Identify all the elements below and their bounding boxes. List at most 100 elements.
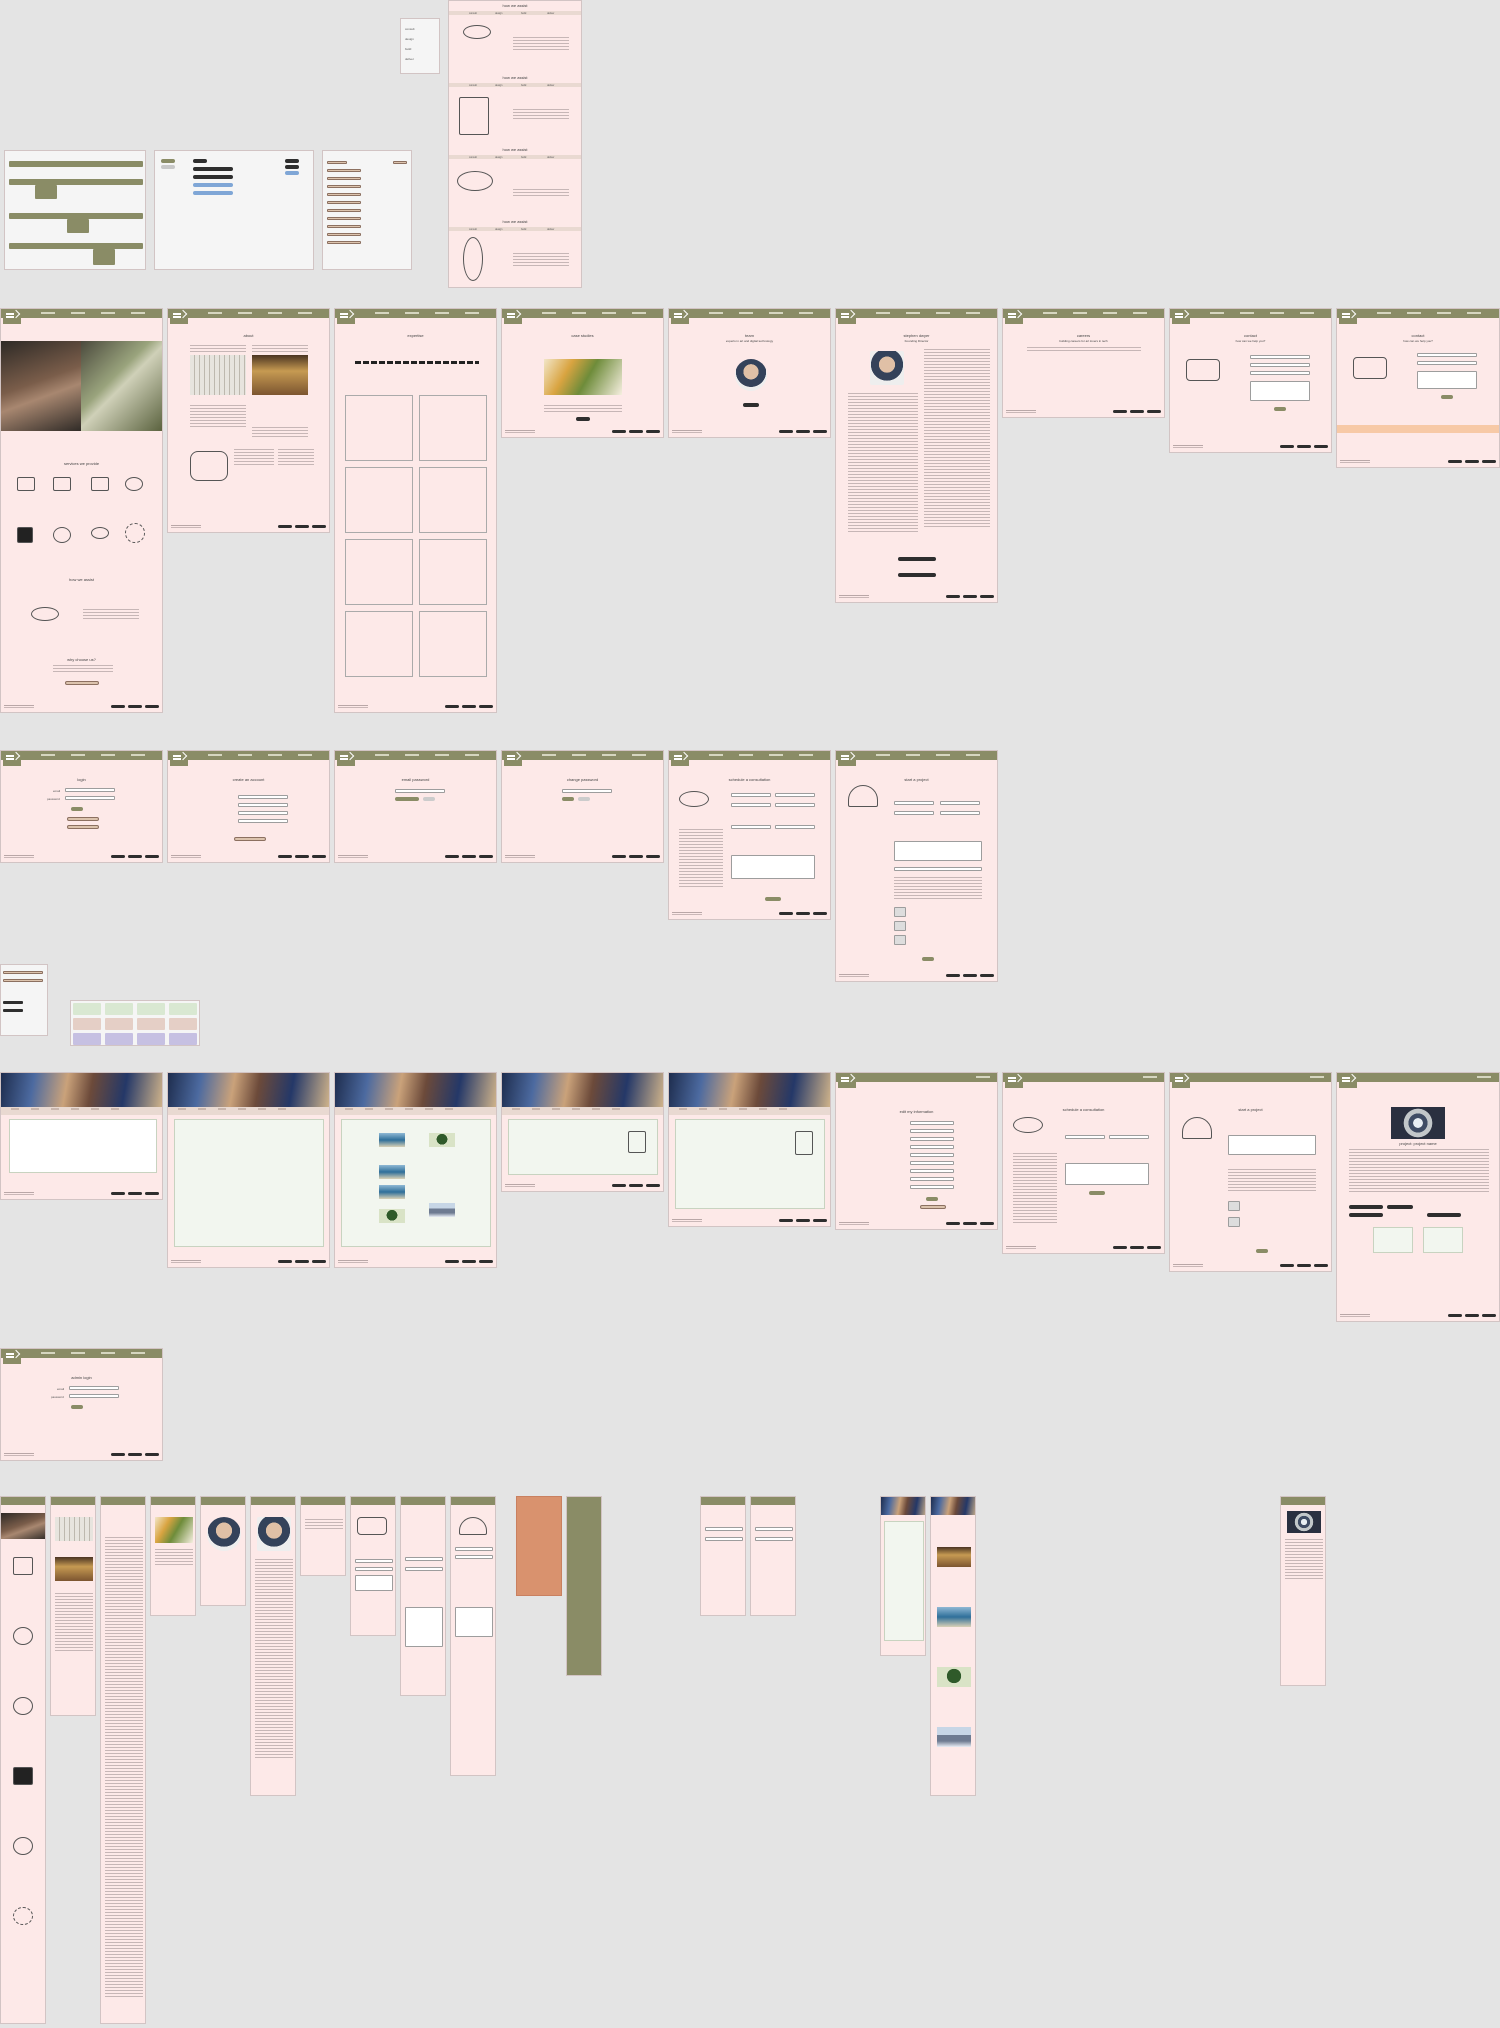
- password-input[interactable]: [65, 796, 115, 800]
- tab-deliver[interactable]: deliver: [547, 227, 555, 231]
- project-description[interactable]: [455, 1607, 493, 1637]
- save-button[interactable]: [926, 1197, 938, 1201]
- account-field[interactable]: [238, 819, 288, 823]
- tab-design[interactable]: design: [495, 227, 503, 231]
- tab-design[interactable]: design: [495, 83, 503, 87]
- project-action[interactable]: [1387, 1205, 1413, 1209]
- email-input[interactable]: [65, 788, 115, 792]
- contact-field[interactable]: [355, 1559, 393, 1563]
- project-action[interactable]: [1427, 1213, 1461, 1217]
- project-field[interactable]: [455, 1547, 493, 1551]
- file-drop[interactable]: [894, 921, 906, 931]
- account-field[interactable]: [238, 811, 288, 815]
- project-submit-button[interactable]: [922, 957, 934, 961]
- info-field[interactable]: [910, 1121, 954, 1125]
- work-with-us-button[interactable]: [65, 681, 99, 685]
- dashboard-tabs[interactable]: [168, 1107, 329, 1115]
- forgot-password-button[interactable]: [67, 825, 99, 829]
- tab-consult[interactable]: consult: [469, 227, 477, 231]
- contact-submit-button[interactable]: [1441, 395, 1453, 399]
- info-field[interactable]: [910, 1145, 954, 1149]
- email-input[interactable]: [705, 1527, 743, 1531]
- contact-field[interactable]: [1250, 363, 1310, 367]
- project-thumbnail[interactable]: [379, 1133, 405, 1147]
- case-study-button[interactable]: [576, 417, 590, 421]
- project-field[interactable]: [940, 811, 980, 815]
- file-drop[interactable]: [1228, 1217, 1240, 1227]
- tab-build[interactable]: build: [521, 83, 527, 87]
- password-input[interactable]: [705, 1537, 743, 1541]
- tab-design[interactable]: design: [495, 155, 503, 159]
- account-field[interactable]: [238, 795, 288, 799]
- email-input[interactable]: [69, 1386, 119, 1390]
- schedule-message[interactable]: [731, 855, 815, 879]
- schedule-field[interactable]: [405, 1567, 443, 1571]
- cancel-button[interactable]: [578, 797, 590, 801]
- account-field[interactable]: [238, 803, 288, 807]
- info-field[interactable]: [910, 1129, 954, 1133]
- send-button[interactable]: [395, 797, 419, 801]
- change-password-button[interactable]: [920, 1205, 946, 1209]
- info-field[interactable]: [910, 1137, 954, 1141]
- project-action[interactable]: [1349, 1205, 1383, 1209]
- tab-consult[interactable]: consult: [469, 11, 477, 15]
- schedule-submit-button[interactable]: [1089, 1191, 1105, 1195]
- project-thumbnail[interactable]: [429, 1133, 455, 1147]
- file-drop[interactable]: [1228, 1201, 1240, 1211]
- create-account-submit[interactable]: [234, 837, 266, 841]
- contact-field[interactable]: [1250, 355, 1310, 359]
- tab-build[interactable]: build: [521, 155, 527, 159]
- account-field[interactable]: [755, 1527, 793, 1531]
- dashboard-tabs[interactable]: [1, 1107, 162, 1115]
- project-thumbnail[interactable]: [937, 1727, 971, 1747]
- team-member-avatar[interactable]: [207, 1517, 241, 1551]
- project-thumbnail[interactable]: [937, 1667, 971, 1687]
- schedule-message[interactable]: [1065, 1163, 1149, 1185]
- info-field[interactable]: [910, 1185, 954, 1189]
- login-button[interactable]: [71, 1405, 83, 1409]
- tab-build[interactable]: build: [521, 227, 527, 231]
- schedule-field[interactable]: [731, 803, 771, 807]
- schedule-submit-button[interactable]: [765, 897, 781, 901]
- project-action[interactable]: [1349, 1213, 1383, 1217]
- schedule-message[interactable]: [405, 1607, 443, 1647]
- email-input[interactable]: [395, 789, 445, 793]
- tab-build[interactable]: build: [521, 11, 527, 15]
- tab-consult[interactable]: consult: [469, 155, 477, 159]
- tab-design[interactable]: design: [495, 11, 503, 15]
- password-input[interactable]: [69, 1394, 119, 1398]
- contact-field[interactable]: [1250, 371, 1310, 375]
- dashboard-tabs[interactable]: [335, 1107, 496, 1115]
- schedule-field[interactable]: [731, 825, 771, 829]
- contact-submit-button[interactable]: [1274, 407, 1286, 411]
- contact-message[interactable]: [1417, 371, 1477, 389]
- project-thumbnail[interactable]: [379, 1209, 405, 1223]
- create-account-button[interactable]: [67, 817, 99, 821]
- team-member-avatar[interactable]: [735, 359, 767, 391]
- tab-deliver[interactable]: deliver: [547, 155, 555, 159]
- cancel-button[interactable]: [423, 797, 435, 801]
- login-button[interactable]: [71, 807, 83, 811]
- schedule-field[interactable]: [1109, 1135, 1149, 1139]
- contact-field[interactable]: [1417, 353, 1477, 357]
- info-field[interactable]: [910, 1169, 954, 1173]
- project-thumbnail[interactable]: [379, 1185, 405, 1199]
- info-field[interactable]: [910, 1161, 954, 1165]
- contact-message[interactable]: [355, 1575, 393, 1591]
- project-field[interactable]: [894, 801, 934, 805]
- tab-consult[interactable]: consult: [469, 83, 477, 87]
- schedule-field[interactable]: [775, 803, 815, 807]
- schedule-field[interactable]: [731, 793, 771, 797]
- contact-field[interactable]: [355, 1567, 393, 1571]
- schedule-field[interactable]: [405, 1557, 443, 1561]
- team-member-button[interactable]: [743, 403, 759, 407]
- tab-deliver[interactable]: deliver: [547, 11, 555, 15]
- contact-field[interactable]: [1417, 361, 1477, 365]
- password-input[interactable]: [562, 789, 612, 793]
- project-thumbnail[interactable]: [937, 1547, 971, 1567]
- schedule-field[interactable]: [775, 793, 815, 797]
- project-thumbnail[interactable]: [937, 1607, 971, 1627]
- project-field[interactable]: [894, 811, 934, 815]
- save-button[interactable]: [562, 797, 574, 801]
- info-field[interactable]: [910, 1153, 954, 1157]
